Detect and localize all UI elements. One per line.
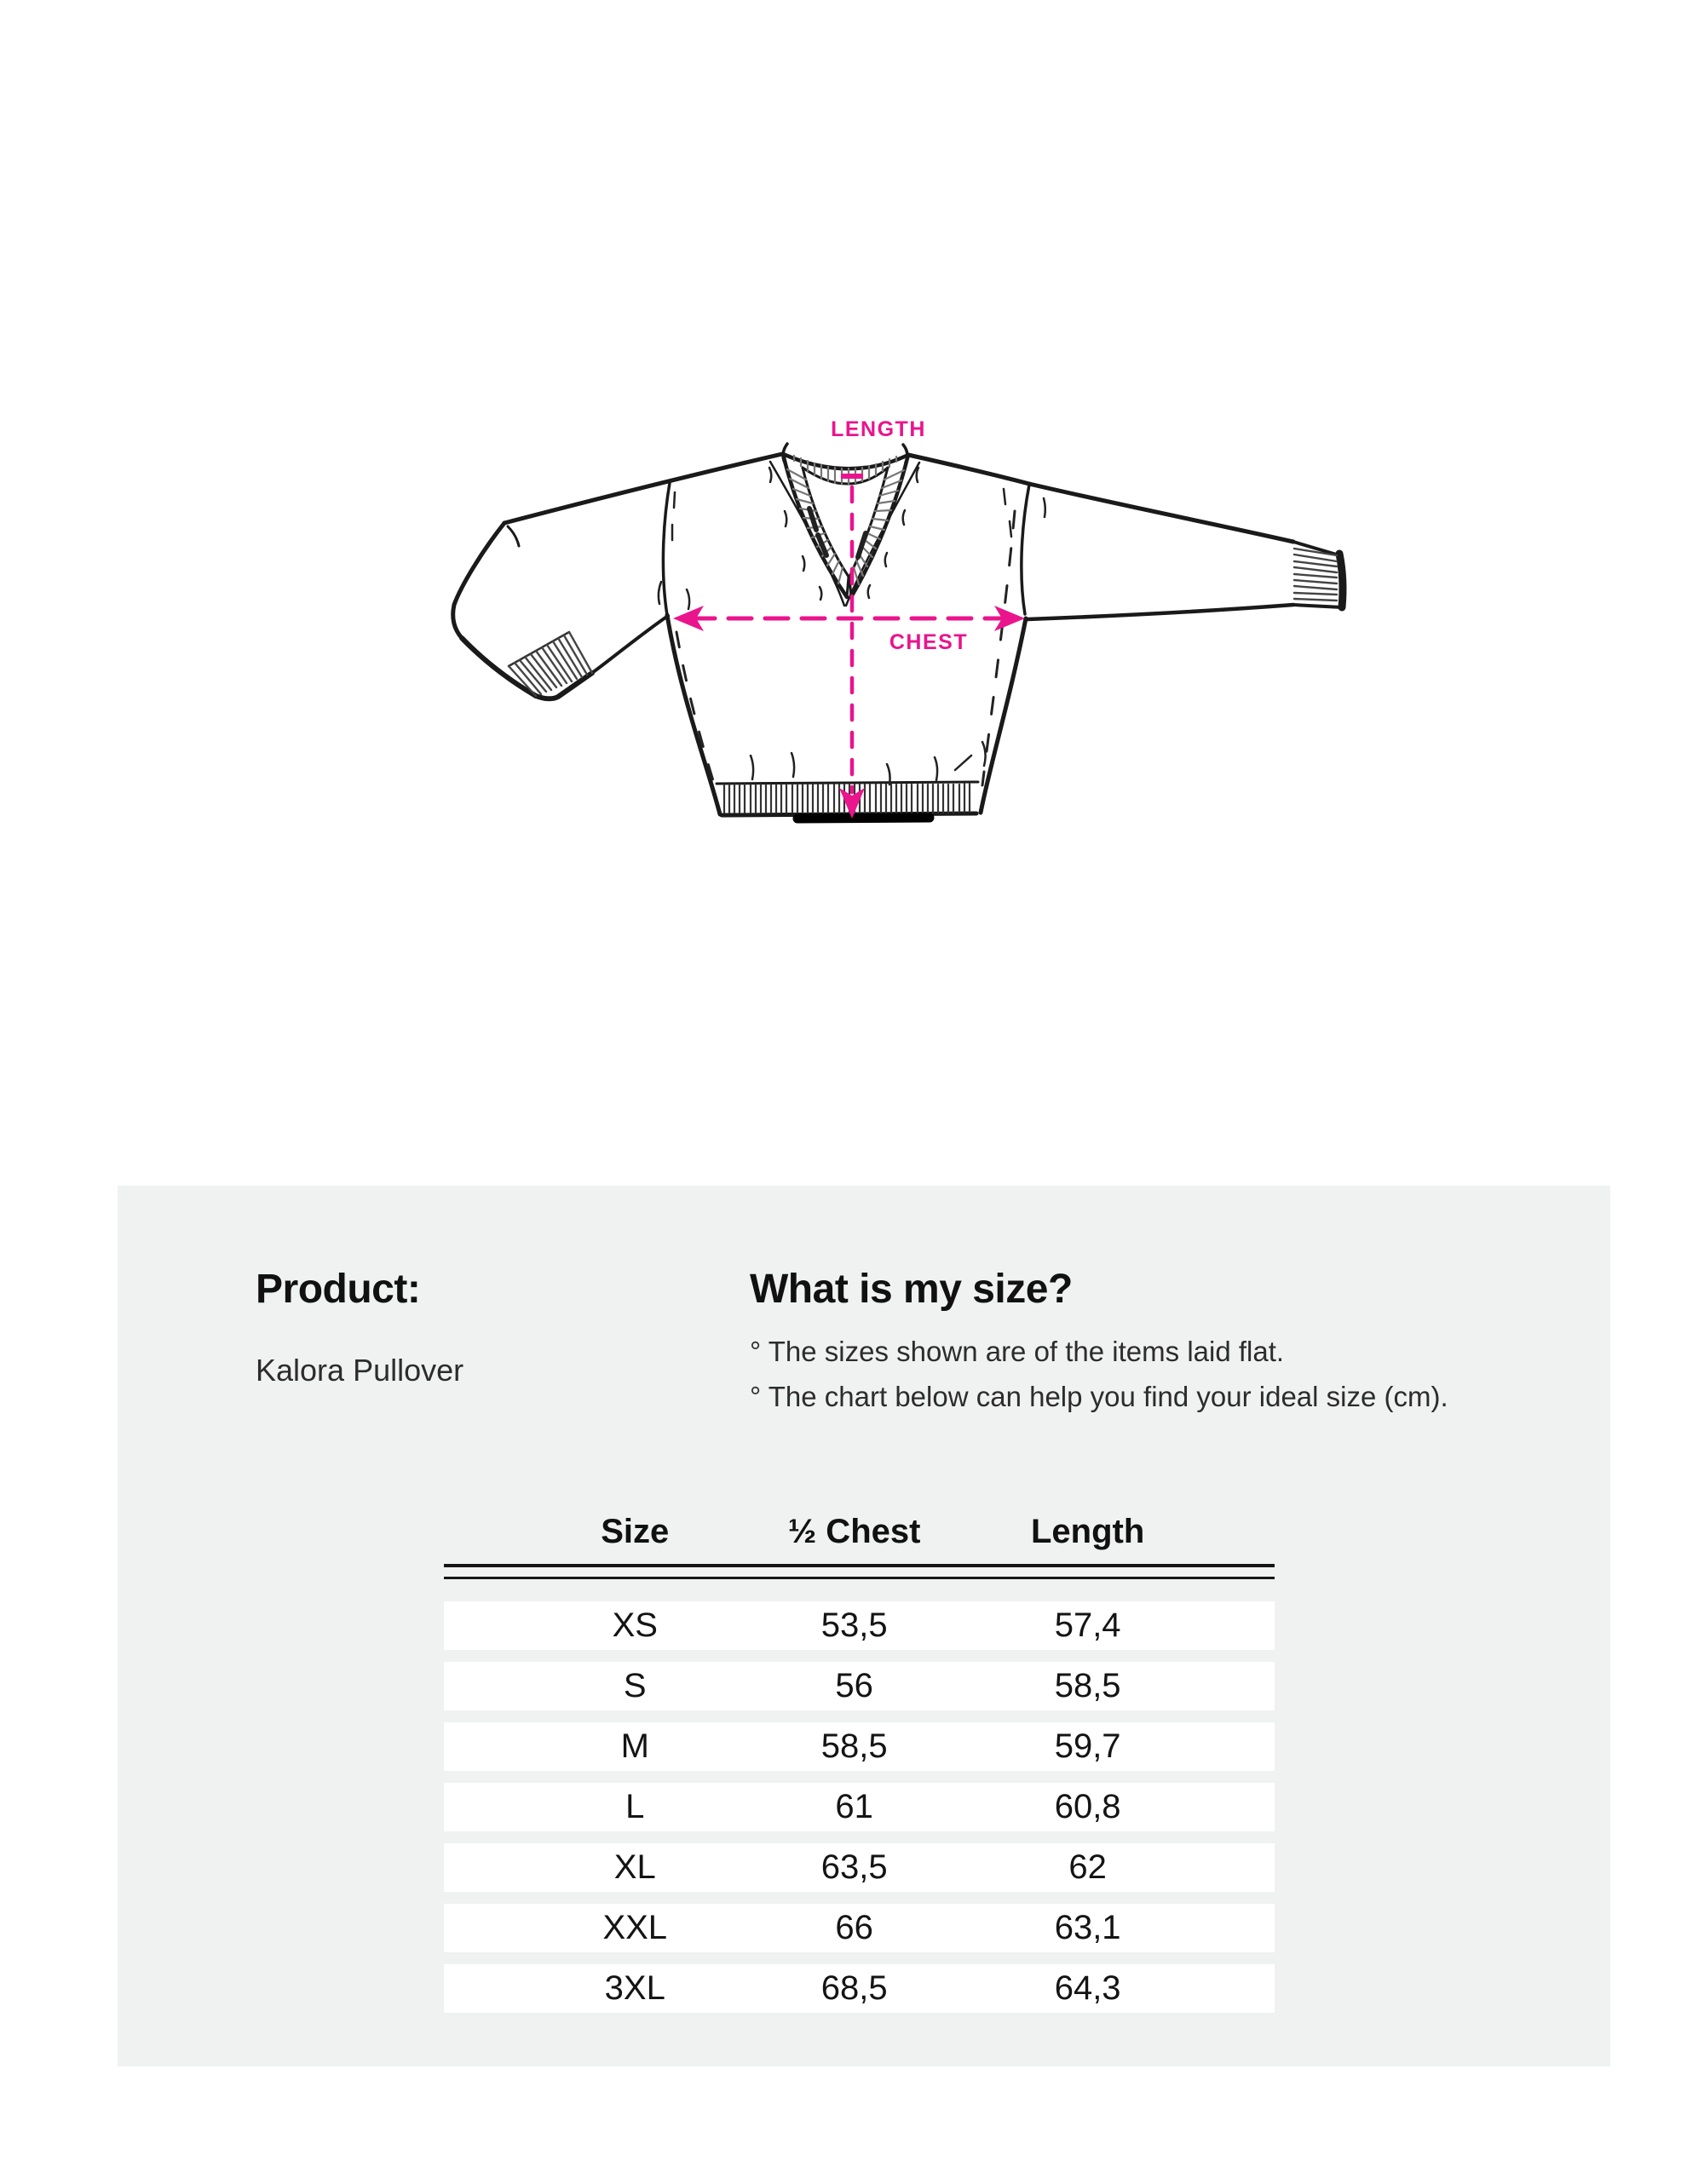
size-cell: S bbox=[623, 1667, 647, 1704]
size-cell: XL bbox=[613, 1848, 656, 1886]
column-header-length: Length bbox=[1030, 1513, 1145, 1550]
size-cell: L bbox=[625, 1788, 645, 1825]
info-panel: Product: Kalora Pullover What is my size… bbox=[118, 1186, 1610, 2066]
chest-right-arrowhead bbox=[994, 606, 1025, 631]
table-row: XL 63,5 62 bbox=[444, 1843, 1275, 1892]
half-chest-cell: 66 bbox=[835, 1909, 873, 1946]
length-cell: 60,8 bbox=[1054, 1788, 1121, 1825]
column-header-size: Size bbox=[601, 1513, 670, 1550]
chest-left-arrowhead bbox=[673, 606, 704, 631]
length-top-tick bbox=[841, 474, 863, 479]
table-row: L 61 60,8 bbox=[444, 1783, 1275, 1831]
table-row: XS 53,5 57,4 bbox=[444, 1601, 1275, 1650]
size-cell: 3XL bbox=[604, 1969, 665, 2007]
size-note: ° The sizes shown are of the items laid … bbox=[750, 1336, 1285, 1367]
half-chest-cell: 63,5 bbox=[820, 1848, 888, 1886]
product-name: Kalora Pullover bbox=[256, 1353, 464, 1388]
size-notes: ° The sizes shown are of the items laid … bbox=[750, 1329, 1448, 1419]
size-table-body: XS 53,5 57,4 S 56 58,5 M 58,5 59,7 L 61 bbox=[444, 1579, 1275, 2013]
half-chest-cell: 56 bbox=[835, 1667, 873, 1704]
size-cell: M bbox=[620, 1727, 649, 1765]
half-chest-cell: 68,5 bbox=[820, 1969, 888, 2007]
product-heading: Product: bbox=[256, 1267, 421, 1312]
length-cell: 62 bbox=[1068, 1848, 1107, 1886]
length-cell: 63,1 bbox=[1054, 1909, 1121, 1946]
length-label: LENGTH bbox=[831, 417, 926, 441]
chest-label: CHEST bbox=[889, 630, 968, 654]
size-question-heading: What is my size? bbox=[750, 1267, 1073, 1312]
length-cell: 58,5 bbox=[1054, 1667, 1121, 1704]
table-row: 3XL 68,5 64,3 bbox=[444, 1964, 1275, 2013]
size-table-header: Size ½ Chest Length bbox=[444, 1499, 1275, 1564]
half-chest-cell: 58,5 bbox=[820, 1727, 888, 1765]
half-chest-cell: 61 bbox=[835, 1788, 873, 1825]
size-cell: XXL bbox=[602, 1909, 668, 1946]
length-cell: 59,7 bbox=[1054, 1727, 1121, 1765]
sweater-diagram: LENGTH CHEST bbox=[0, 0, 1704, 937]
size-note: ° The chart below can help you find your… bbox=[750, 1381, 1448, 1412]
sweater-illustration: LENGTH CHEST bbox=[451, 417, 1347, 824]
column-header-half-chest: ½ Chest bbox=[787, 1513, 921, 1550]
size-table: Size ½ Chest Length XS 53,5 57,4 S 56 58… bbox=[444, 1499, 1275, 2025]
length-cell: 57,4 bbox=[1054, 1606, 1121, 1644]
length-cell: 64,3 bbox=[1054, 1969, 1121, 2007]
length-arrowhead bbox=[839, 788, 865, 819]
table-row: S 56 58,5 bbox=[444, 1662, 1275, 1710]
size-cell: XS bbox=[612, 1606, 658, 1644]
table-row: XXL 66 63,1 bbox=[444, 1904, 1275, 1952]
header-divider bbox=[444, 1564, 1275, 1579]
half-chest-cell: 53,5 bbox=[820, 1606, 888, 1644]
table-row: M 58,5 59,7 bbox=[444, 1722, 1275, 1771]
